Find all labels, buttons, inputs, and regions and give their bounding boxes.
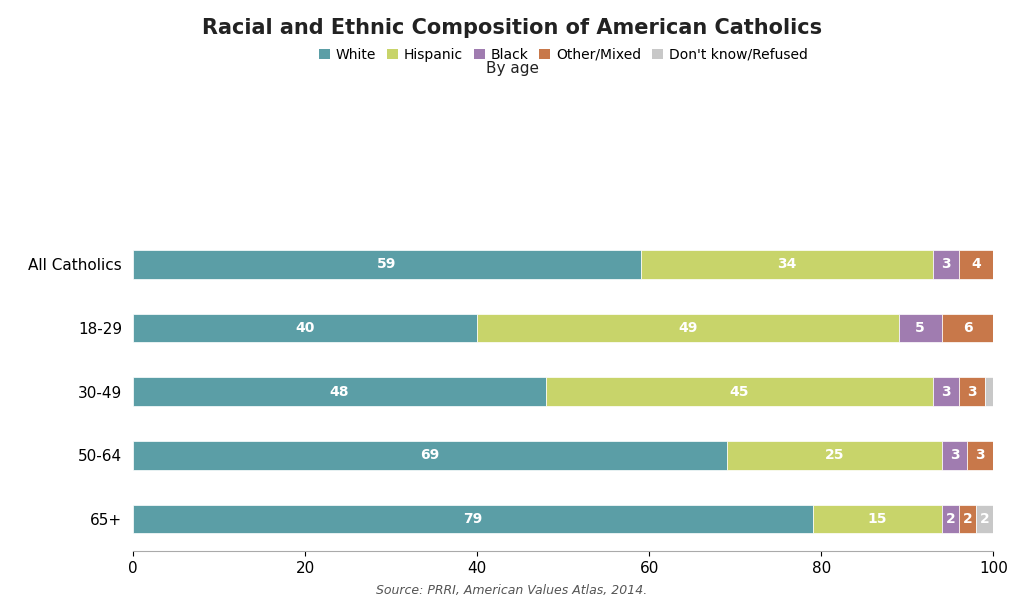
- Bar: [958, 250, 993, 278]
- Text: 3: 3: [967, 385, 977, 398]
- Text: 45: 45: [730, 385, 750, 398]
- Bar: [899, 314, 942, 342]
- Bar: [958, 505, 976, 533]
- Text: 48: 48: [330, 385, 349, 398]
- Bar: [933, 378, 958, 406]
- Bar: [933, 250, 958, 278]
- Text: 79: 79: [463, 512, 482, 526]
- Bar: [133, 378, 546, 406]
- Bar: [133, 250, 641, 278]
- Text: 4: 4: [971, 258, 981, 271]
- Text: 49: 49: [678, 321, 697, 335]
- Bar: [546, 378, 933, 406]
- Text: 34: 34: [777, 258, 797, 271]
- Text: 6: 6: [963, 321, 972, 335]
- Text: 59: 59: [377, 258, 396, 271]
- Bar: [985, 378, 993, 406]
- Legend: White, Hispanic, Black, Other/Mixed, Don't know/Refused: White, Hispanic, Black, Other/Mixed, Don…: [313, 42, 813, 67]
- Bar: [727, 441, 942, 469]
- Text: 3: 3: [976, 449, 985, 462]
- Bar: [976, 505, 993, 533]
- Text: 69: 69: [420, 449, 439, 462]
- Bar: [477, 314, 899, 342]
- Text: 3: 3: [941, 258, 950, 271]
- Text: 2: 2: [945, 512, 955, 526]
- Text: Source: PRRI, American Values Atlas, 2014.: Source: PRRI, American Values Atlas, 201…: [377, 584, 647, 597]
- Bar: [133, 441, 727, 469]
- Bar: [133, 505, 813, 533]
- Text: 5: 5: [915, 321, 925, 335]
- Bar: [942, 505, 958, 533]
- Text: Racial and Ethnic Composition of American Catholics: Racial and Ethnic Composition of America…: [202, 18, 822, 39]
- Text: 3: 3: [950, 449, 959, 462]
- Text: By age: By age: [485, 61, 539, 76]
- Text: 40: 40: [296, 321, 314, 335]
- Text: 2: 2: [963, 512, 973, 526]
- Text: 3: 3: [941, 385, 950, 398]
- Bar: [133, 314, 477, 342]
- Bar: [813, 505, 942, 533]
- Bar: [958, 378, 985, 406]
- Bar: [968, 441, 993, 469]
- Bar: [942, 441, 968, 469]
- Text: 2: 2: [980, 512, 989, 526]
- Bar: [942, 314, 993, 342]
- Text: 15: 15: [867, 512, 887, 526]
- Bar: [641, 250, 933, 278]
- Text: 25: 25: [824, 449, 844, 462]
